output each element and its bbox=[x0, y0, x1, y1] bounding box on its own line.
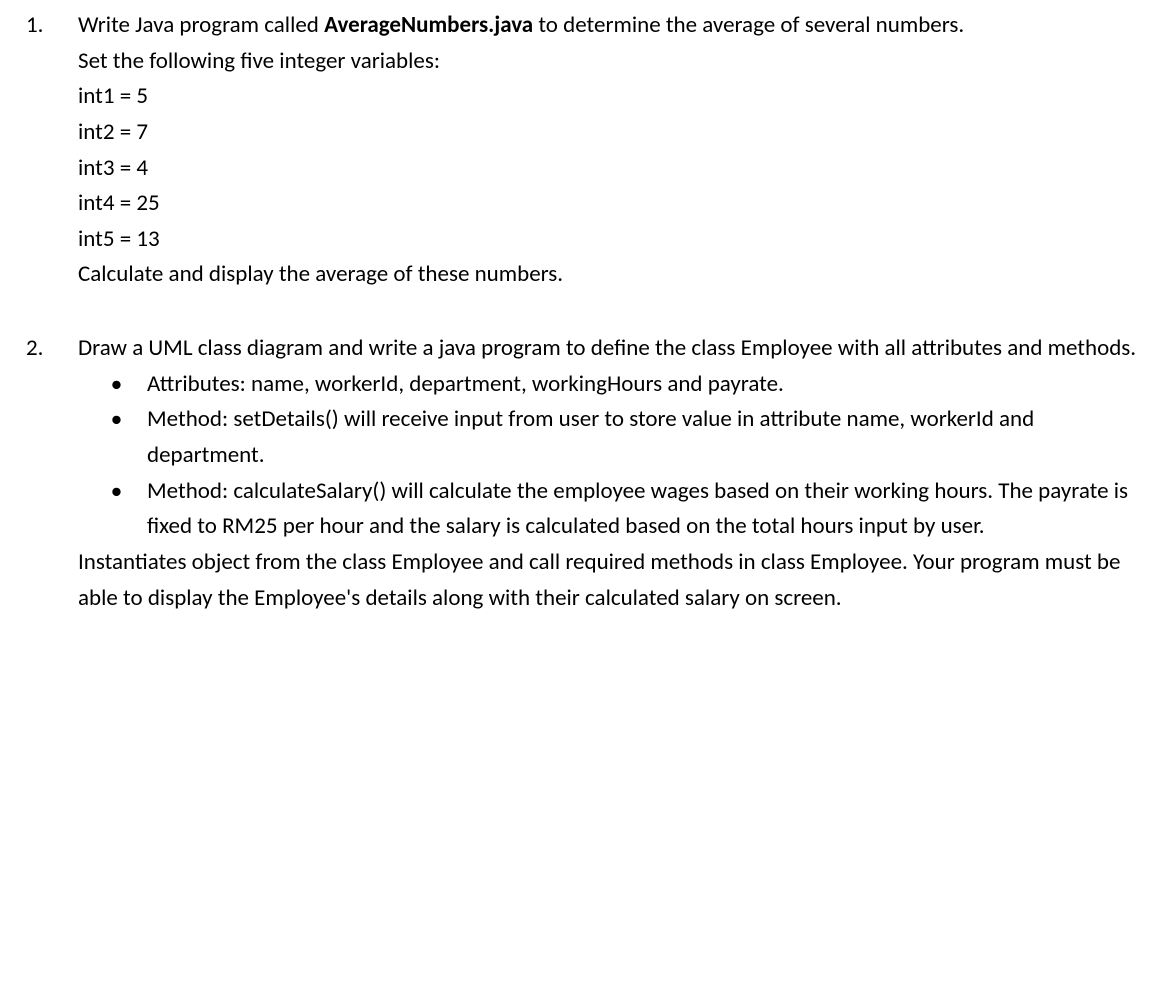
text: Write Java program called bbox=[78, 11, 324, 39]
paragraph: Calculate and display the average of the… bbox=[78, 257, 1148, 293]
text: Method: setDetails() will receive input … bbox=[147, 405, 1034, 469]
paragraph: Attributes: name, workerId, department, … bbox=[147, 367, 1148, 403]
bullet-icon: ● bbox=[111, 367, 147, 403]
bullet-body: Attributes: name, workerId, department, … bbox=[147, 367, 1148, 403]
bullet-icon: ● bbox=[111, 402, 147, 473]
text: Draw a UML class diagram and write a jav… bbox=[78, 334, 1136, 362]
text: Set the following five integer variables… bbox=[78, 47, 440, 75]
paragraph: int1 = 5 bbox=[78, 79, 1148, 115]
text: Calculate and display the average of the… bbox=[78, 260, 563, 288]
text: Attributes: name, workerId, department, … bbox=[147, 370, 784, 398]
list-number: 2. bbox=[22, 331, 78, 616]
bullet-body: Method: calculateSalary() will calculate… bbox=[147, 474, 1148, 545]
bullet-icon: ● bbox=[111, 474, 147, 545]
paragraph: int3 = 4 bbox=[78, 151, 1148, 187]
paragraph: Draw a UML class diagram and write a jav… bbox=[78, 331, 1148, 367]
paragraph: Write Java program called AverageNumbers… bbox=[78, 8, 1148, 44]
paragraph: Method: setDetails() will receive input … bbox=[147, 402, 1148, 473]
paragraph: Set the following five integer variables… bbox=[78, 44, 1148, 80]
list-item-2: 2. Draw a UML class diagram and write a … bbox=[22, 331, 1148, 616]
text: to determine the average of several numb… bbox=[533, 11, 964, 39]
list-item-1: 1. Write Java program called AverageNumb… bbox=[22, 8, 1148, 293]
bullet-item: ● Method: setDetails() will receive inpu… bbox=[111, 402, 1148, 473]
text: int4 = 25 bbox=[78, 189, 160, 217]
paragraph: Method: calculateSalary() will calculate… bbox=[147, 474, 1148, 545]
list-body: Write Java program called AverageNumbers… bbox=[78, 8, 1148, 293]
paragraph: Instantiates object from the class Emplo… bbox=[78, 545, 1148, 616]
text: Method: calculateSalary() will calculate… bbox=[147, 477, 1128, 541]
bullet-body: Method: setDetails() will receive input … bbox=[147, 402, 1148, 473]
list-body: Draw a UML class diagram and write a jav… bbox=[78, 331, 1148, 616]
text-bold: AverageNumbers.java bbox=[324, 11, 533, 39]
paragraph: int5 = 13 bbox=[78, 222, 1148, 258]
text: int1 = 5 bbox=[78, 82, 148, 110]
text: int2 = 7 bbox=[78, 118, 148, 146]
paragraph: int2 = 7 bbox=[78, 115, 1148, 151]
bullet-item: ● Method: calculateSalary() will calcula… bbox=[111, 474, 1148, 545]
bullet-item: ● Attributes: name, workerId, department… bbox=[111, 367, 1148, 403]
text: Instantiates object from the class Emplo… bbox=[78, 548, 1120, 612]
text: int5 = 13 bbox=[78, 225, 160, 253]
list-number: 1. bbox=[22, 8, 78, 293]
text: int3 = 4 bbox=[78, 154, 148, 182]
paragraph: int4 = 25 bbox=[78, 186, 1148, 222]
